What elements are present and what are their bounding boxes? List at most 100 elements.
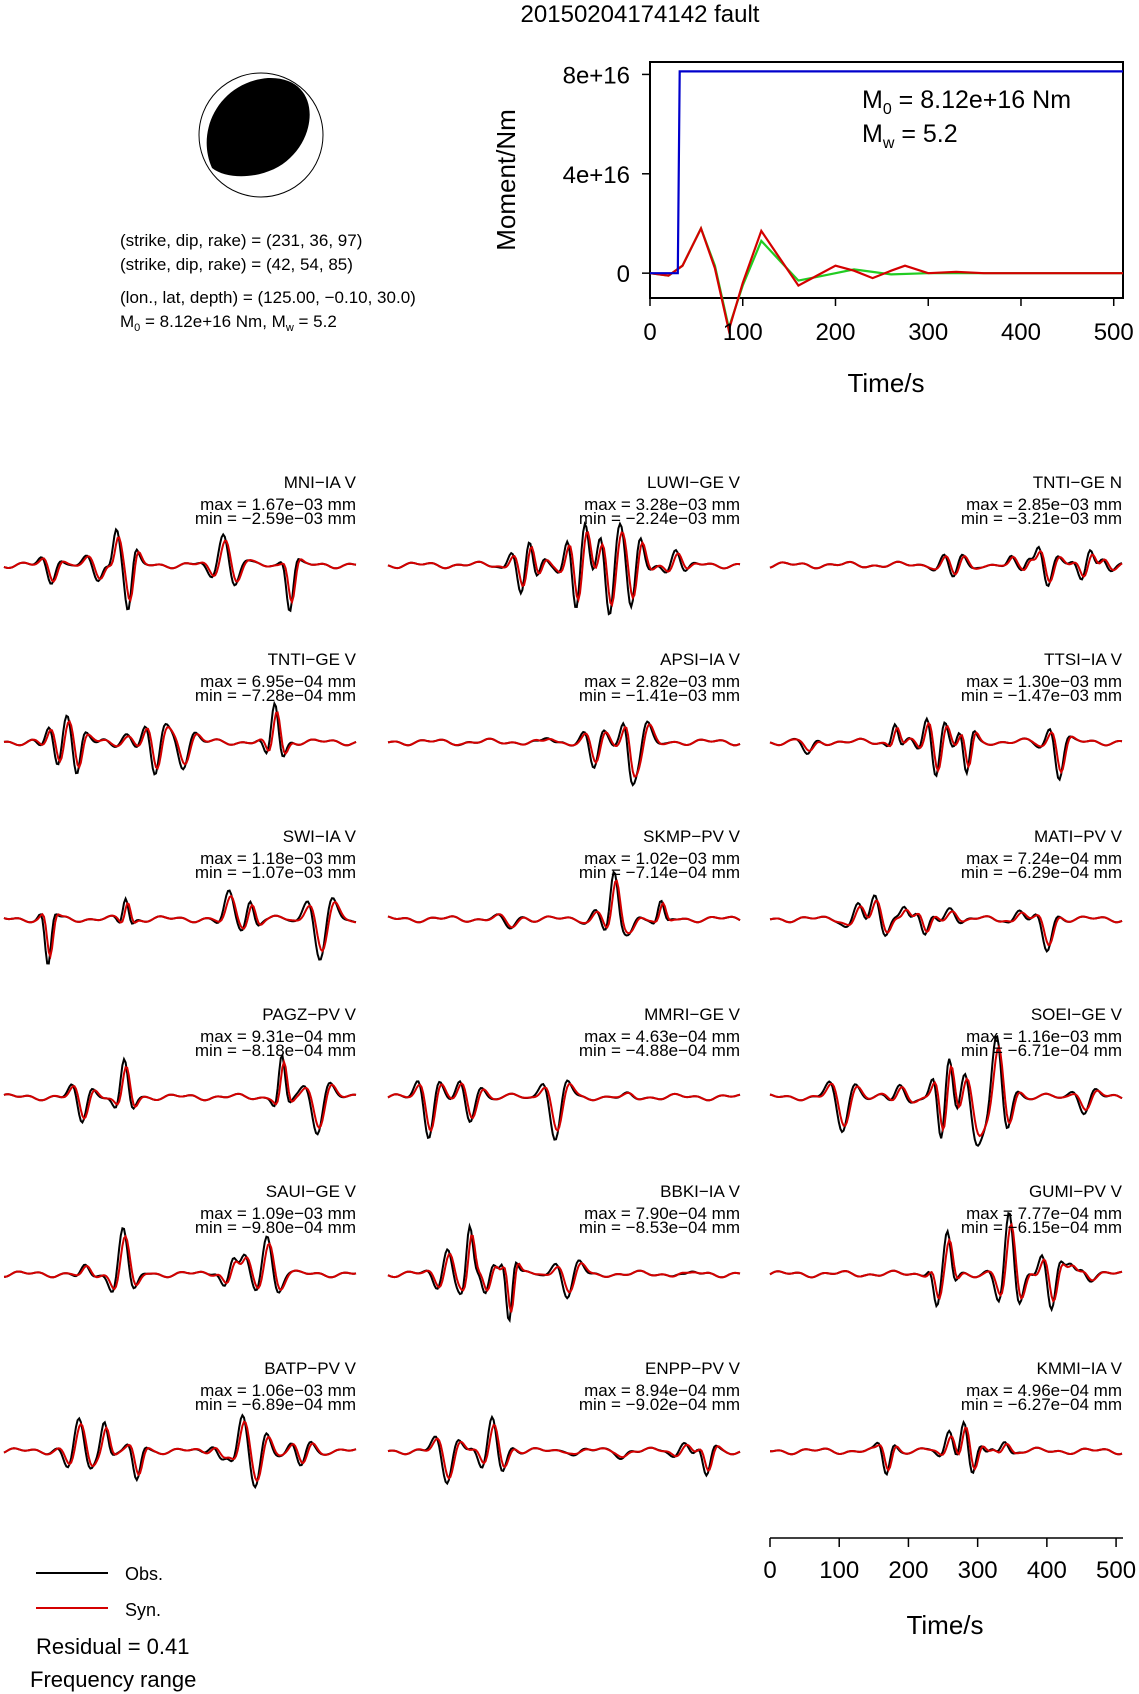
station-max: max = 2.82e−03 mm bbox=[584, 672, 740, 691]
station-min: min = −6.27e−04 mm bbox=[961, 1395, 1122, 1414]
waveform-time-axis: 0 100 200 300 400 500 bbox=[763, 1537, 1136, 1584]
figure-title: 20150204174142 fault bbox=[521, 1, 760, 28]
station-min: min = −3.21e−03 mm bbox=[961, 509, 1122, 528]
syn-trace bbox=[387, 723, 741, 778]
waveform-xtick-label: 300 bbox=[958, 1557, 998, 1584]
station-max: max = 7.90e−04 mm bbox=[584, 1204, 740, 1223]
moment-xtick-label: 500 bbox=[1094, 319, 1134, 346]
syn-trace bbox=[3, 1058, 357, 1130]
moment-ytick-label: 0 bbox=[617, 261, 630, 288]
station-label: BATP−PV V bbox=[264, 1359, 356, 1378]
station-max: max = 4.96e−04 mm bbox=[966, 1381, 1122, 1400]
station-min: min = −1.47e−03 mm bbox=[961, 686, 1122, 705]
station-min: min = −2.24e−03 mm bbox=[579, 509, 740, 528]
waveform-xtick-label: 400 bbox=[1027, 1557, 1067, 1584]
obs-trace bbox=[3, 1226, 357, 1294]
syn-trace bbox=[3, 894, 357, 960]
station-min: min = −6.15e−04 mm bbox=[961, 1218, 1122, 1237]
residual-text: Residual = 0.41 bbox=[36, 1634, 190, 1659]
station-min: min = −7.14e−04 mm bbox=[579, 863, 740, 882]
station-max: max = 2.85e−03 mm bbox=[966, 495, 1122, 514]
syn-trace bbox=[769, 899, 1123, 947]
station-label: KMMI−IA V bbox=[1037, 1359, 1123, 1378]
station-min: min = −1.07e−03 mm bbox=[195, 863, 356, 882]
station-label: APSI−IA V bbox=[660, 650, 741, 669]
station-max: max = 1.02e−03 mm bbox=[584, 849, 740, 868]
station-max: max = 6.95e−04 mm bbox=[200, 672, 356, 691]
moment-annotation-mw: Mw = 5.2 bbox=[862, 120, 958, 152]
obs-trace bbox=[3, 889, 357, 965]
legend-syn-label: Syn. bbox=[125, 1600, 161, 1620]
station-max: max = 7.24e−04 mm bbox=[966, 849, 1122, 868]
obs-trace bbox=[387, 1079, 741, 1141]
moment-xtick-label: 200 bbox=[815, 319, 855, 346]
moment-series-line-2 bbox=[649, 225, 1123, 332]
syn-trace bbox=[387, 1234, 741, 1313]
station-max: max = 1.67e−03 mm bbox=[200, 495, 356, 514]
moment-annotation-m0: M0 = 8.12e+16 Nm bbox=[862, 86, 1071, 118]
station-max: max = 7.77e−04 mm bbox=[966, 1204, 1122, 1223]
station-min: min = −1.41e−03 mm bbox=[579, 686, 740, 705]
waveform-xtick-label: 200 bbox=[888, 1557, 928, 1584]
station-label: SOEI−GE V bbox=[1031, 1005, 1123, 1024]
station-max: max = 1.18e−03 mm bbox=[200, 849, 356, 868]
syn-trace bbox=[769, 1222, 1123, 1303]
syn-trace bbox=[387, 1082, 741, 1133]
focal-line-1: (strike, dip, rake) = (231, 36, 97) bbox=[120, 231, 362, 250]
station-min: min = −6.29e−04 mm bbox=[961, 863, 1122, 882]
syn-trace bbox=[3, 1420, 357, 1483]
moment-ytick-label: 4e+16 bbox=[563, 162, 630, 189]
syn-trace bbox=[387, 879, 741, 935]
waveform-xlabel: Time/s bbox=[906, 1610, 983, 1640]
station-max: max = 1.06e−03 mm bbox=[200, 1381, 356, 1400]
station-label: GUMI−PV V bbox=[1029, 1182, 1123, 1201]
station-min: min = −8.53e−04 mm bbox=[579, 1218, 740, 1237]
station-max: max = 8.94e−04 mm bbox=[584, 1381, 740, 1400]
station-min: min = −2.59e−03 mm bbox=[195, 509, 356, 528]
syn-trace bbox=[770, 1426, 1123, 1473]
station-label: SAUI−GE V bbox=[266, 1182, 357, 1201]
syn-trace bbox=[387, 531, 741, 608]
station-label: SKMP−PV V bbox=[643, 827, 741, 846]
station-label: LUWI−GE V bbox=[647, 473, 741, 492]
station-max: max = 4.63e−04 mm bbox=[584, 1027, 740, 1046]
waveform-xtick-label: 500 bbox=[1096, 1557, 1136, 1584]
obs-trace bbox=[769, 894, 1123, 953]
syn-trace bbox=[3, 711, 357, 770]
moment-xtick-label: 100 bbox=[723, 319, 763, 346]
moment-ytick-label: 8e+16 bbox=[563, 62, 630, 89]
station-min: min = −8.18e−04 mm bbox=[195, 1041, 356, 1060]
focal-mechanism-beachball bbox=[198, 72, 324, 198]
syn-trace bbox=[769, 1044, 1123, 1138]
obs-trace bbox=[3, 1413, 357, 1490]
focal-line-2: (strike, dip, rake) = (42, 54, 85) bbox=[120, 255, 353, 274]
focal-line-4: M0 = 8.12e+16 Nm, Mw = 5.2 bbox=[120, 312, 337, 334]
moment-plot-frame bbox=[649, 61, 1124, 299]
station-min: min = −9.02e−04 mm bbox=[579, 1395, 740, 1414]
station-label: ENPP−PV V bbox=[645, 1359, 741, 1378]
station-label: TNTI−GE V bbox=[268, 650, 357, 669]
station-max: max = 1.09e−03 mm bbox=[200, 1204, 356, 1223]
syn-trace bbox=[387, 1423, 741, 1480]
station-label: MATI−PV V bbox=[1034, 827, 1123, 846]
station-min: min = −6.71e−04 mm bbox=[961, 1041, 1122, 1060]
moment-ylabel: Moment/Nm bbox=[491, 109, 521, 251]
moment-xtick-label: 0 bbox=[643, 319, 656, 346]
legend: Obs. Syn. bbox=[36, 1564, 163, 1620]
moment-series-line-0 bbox=[650, 70, 1123, 275]
obs-trace bbox=[387, 720, 741, 787]
syn-trace bbox=[769, 721, 1123, 775]
